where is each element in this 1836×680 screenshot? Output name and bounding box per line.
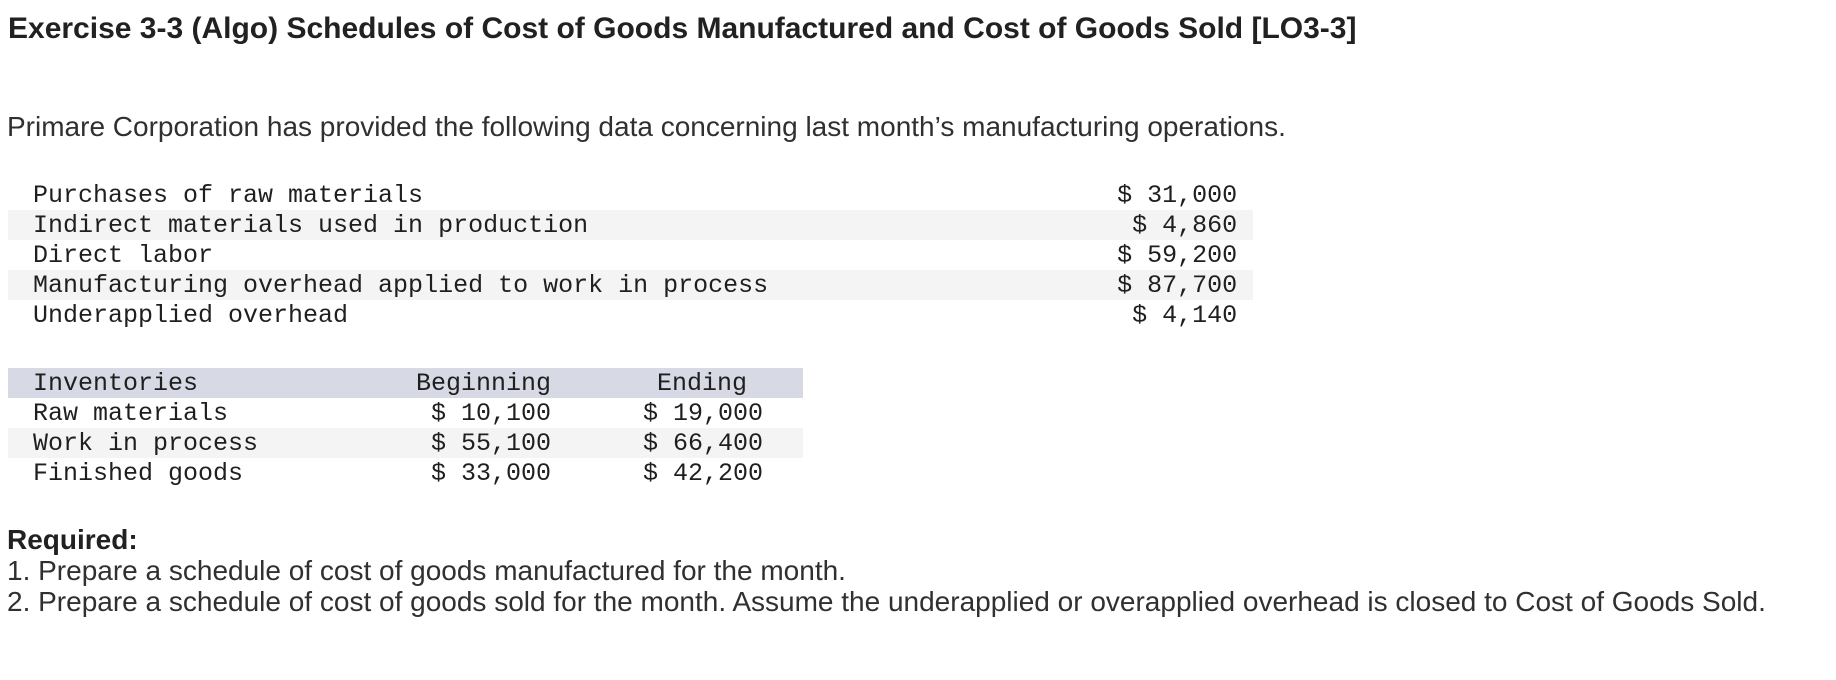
requirement-2: 2. Prepare a schedule of cost of goods s… (7, 586, 1766, 617)
cost-row-amount: $ 87,700 (1117, 270, 1238, 300)
cost-row-amount: $ 59,200 (1117, 240, 1238, 270)
inventory-row-label: Work in process (33, 428, 259, 458)
requirement-1: 1. Prepare a schedule of cost of goods m… (7, 555, 846, 586)
inventory-beginning-value: $ 55,100 (430, 428, 551, 458)
cost-row-amount: $ 4,140 (1132, 300, 1238, 330)
inventory-beginning-value: $ 33,000 (430, 458, 551, 488)
inventory-ending-value: $ 19,000 (642, 398, 763, 428)
cost-row-label: Manufacturing overhead applied to work i… (33, 270, 769, 300)
cost-row-label: Direct labor (33, 240, 214, 270)
table-row: Purchases of raw materials $ 31,000 (8, 180, 1253, 210)
inventories-header-beginning: Beginning (415, 368, 551, 398)
inventory-row-label: Raw materials (33, 398, 229, 428)
inventories-header-row: Inventories Beginning Ending (8, 368, 803, 398)
inventory-ending-value: $ 42,200 (642, 458, 763, 488)
cost-row-label: Indirect materials used in production (33, 210, 589, 240)
cost-row-label: Purchases of raw materials (33, 180, 424, 210)
inventories-table: Inventories Beginning Ending Raw materia… (8, 368, 803, 488)
table-row: Manufacturing overhead applied to work i… (8, 270, 1254, 300)
cost-row-amount: $ 31,000 (1117, 180, 1238, 210)
inventory-ending-value: $ 66,400 (642, 428, 763, 458)
required-heading: Required: (7, 524, 138, 555)
cost-data-table: Purchases of raw materials $ 31,000 Indi… (8, 180, 1254, 330)
inventories-header-ending: Ending (656, 368, 747, 398)
inventories-header-label: Inventories (33, 368, 199, 398)
required-section: Required: 1. Prepare a schedule of cost … (7, 524, 1819, 617)
table-row: Indirect materials used in production $ … (8, 210, 1254, 240)
table-row: Direct labor $ 59,200 (8, 240, 1253, 270)
cost-row-amount: $ 4,860 (1132, 210, 1238, 240)
cost-row-label: Underapplied overhead (33, 300, 349, 330)
table-row: Work in process $ 55,100 $ 66,400 (8, 428, 803, 458)
intro-paragraph: Primare Corporation has provided the fol… (7, 111, 1286, 142)
table-row: Finished goods $ 33,000 $ 42,200 (8, 458, 803, 488)
table-row: Raw materials $ 10,100 $ 19,000 (8, 398, 803, 428)
exercise-title: Exercise 3-3 (Algo) Schedules of Cost of… (8, 12, 1357, 45)
inventory-row-label: Finished goods (33, 458, 244, 488)
inventory-beginning-value: $ 10,100 (430, 398, 551, 428)
table-row: Underapplied overhead $ 4,140 (8, 300, 1253, 330)
